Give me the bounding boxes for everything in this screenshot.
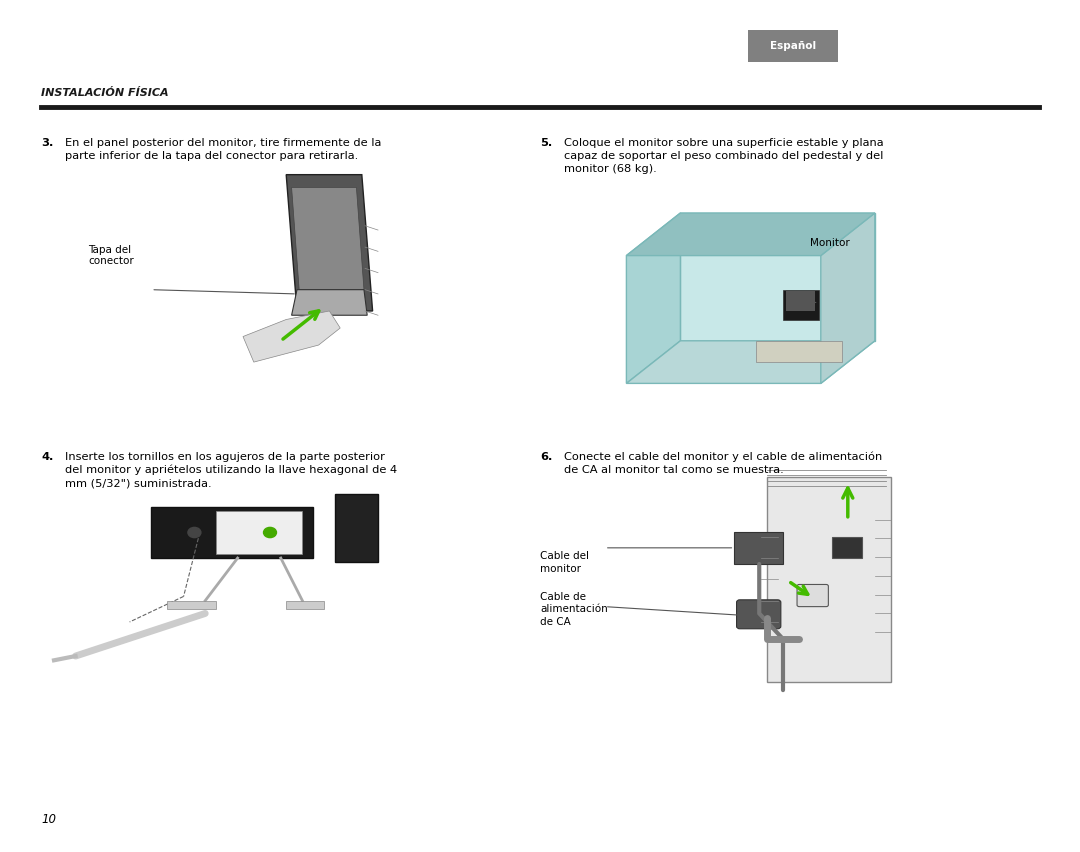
Circle shape [264, 527, 276, 538]
Polygon shape [292, 187, 364, 290]
Polygon shape [821, 213, 875, 383]
Text: Inserte los tornillos en los agujeros de la parte posterior
del monitor y apriét: Inserte los tornillos en los agujeros de… [65, 452, 397, 489]
Polygon shape [292, 290, 367, 315]
Text: Conecte el cable del monitor y el cable de alimentación
de CA al monitor tal com: Conecte el cable del monitor y el cable … [564, 452, 882, 475]
Polygon shape [167, 601, 216, 609]
Polygon shape [756, 341, 842, 362]
FancyBboxPatch shape [832, 537, 862, 558]
Polygon shape [626, 341, 875, 383]
Text: 5.: 5. [540, 138, 552, 148]
FancyBboxPatch shape [737, 600, 781, 629]
Text: Español: Español [770, 41, 816, 51]
Text: Tapa del
conector: Tapa del conector [89, 245, 134, 267]
Polygon shape [783, 290, 819, 320]
Text: En el panel posterior del monitor, tire firmemente de la
parte inferior de la ta: En el panel posterior del monitor, tire … [65, 138, 381, 161]
FancyBboxPatch shape [748, 30, 838, 62]
FancyBboxPatch shape [797, 584, 828, 607]
Polygon shape [786, 291, 815, 311]
Circle shape [188, 527, 201, 538]
Text: 6.: 6. [540, 452, 552, 462]
Polygon shape [680, 213, 875, 341]
Polygon shape [286, 175, 373, 311]
FancyBboxPatch shape [734, 532, 783, 564]
Polygon shape [151, 507, 313, 558]
Text: Coloque el monitor sobre una superficie estable y plana
capaz de soportar el pes: Coloque el monitor sobre una superficie … [564, 138, 883, 175]
Polygon shape [335, 494, 378, 562]
Text: INSTALACIÓN FÍSICA: INSTALACIÓN FÍSICA [41, 88, 168, 98]
Polygon shape [626, 213, 680, 383]
Polygon shape [216, 511, 302, 554]
FancyBboxPatch shape [767, 477, 891, 682]
Text: 4.: 4. [41, 452, 53, 462]
Text: Cable del
monitor: Cable del monitor [540, 551, 589, 573]
Polygon shape [243, 311, 340, 362]
Polygon shape [286, 601, 324, 609]
Polygon shape [626, 213, 875, 256]
Text: Monitor: Monitor [810, 238, 850, 248]
Text: 10: 10 [41, 814, 56, 826]
Text: 3.: 3. [41, 138, 53, 148]
Text: Cable de
alimentación
de CA: Cable de alimentación de CA [540, 592, 608, 626]
